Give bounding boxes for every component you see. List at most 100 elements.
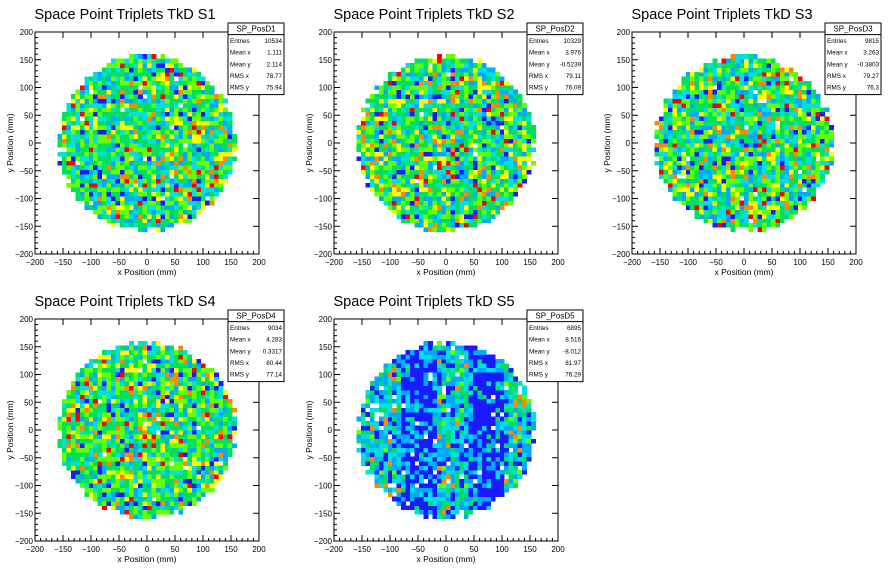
heatmap-cell [155,222,161,228]
heatmap-cell [88,143,94,148]
heatmap-cell [173,367,179,373]
heatmap-cell [196,89,202,95]
heatmap-cell [437,218,442,224]
heatmap-cell [468,85,474,91]
heatmap-cell [178,430,184,435]
heatmap-cell [490,80,496,86]
heatmap-cell [757,200,763,206]
heatmap-cell [694,103,700,108]
heatmap-cell [667,107,673,113]
heatmap-cell [672,147,678,153]
x-tick-label: −200 [26,258,45,267]
heatmap-cell [499,187,505,193]
heatmap-cell [477,89,483,95]
heatmap-cell [151,54,157,59]
heatmap-cell [446,85,451,91]
heatmap-cell [147,469,152,475]
heatmap-cell [667,111,673,117]
heatmap-cell [75,147,81,153]
heatmap-cell [155,129,161,135]
heatmap-cell [717,174,722,179]
heatmap-cell [106,376,112,382]
heatmap-cell [703,89,709,95]
heatmap-cell [793,103,799,108]
heatmap-cell [784,169,790,175]
heatmap-cell [383,116,389,122]
heatmap-cell [463,178,469,184]
heatmap-cell [70,474,76,480]
heatmap-cell [441,187,447,193]
heatmap-cell [690,116,696,122]
heatmap-cell [133,461,139,466]
heatmap-cell [196,200,202,206]
heatmap-cell [490,182,496,188]
heatmap-cell [84,425,90,431]
heatmap-cell [423,182,429,188]
heatmap-cell [699,129,704,135]
heatmap-cell [681,147,687,153]
heatmap-cell [806,98,812,104]
heatmap-cell [414,200,420,206]
heatmap-cell [761,89,767,95]
heatmap-cell [120,483,125,489]
heatmap-cell [88,465,94,471]
heatmap-cell [155,94,161,99]
heatmap-cell [775,67,781,73]
heatmap-cell [102,354,107,360]
heatmap-cell [468,174,474,179]
heatmap-cell [209,174,215,179]
heatmap-cell [667,116,673,122]
heatmap-cell [766,58,772,64]
heatmap-cell [414,120,420,126]
heatmap-cell [708,209,713,215]
heatmap-cell [437,85,442,91]
heatmap-cell [459,182,465,188]
heatmap-cell [129,390,134,395]
heatmap-cell [437,54,442,59]
heatmap-cell [450,89,456,95]
heatmap-cell [730,160,736,166]
heatmap-cell [61,434,67,440]
heatmap-cell [383,156,389,162]
heatmap-cell [504,107,510,113]
heatmap-cell [187,174,193,179]
heatmap-cell [111,456,116,462]
heatmap-cell [209,160,215,166]
heatmap-cell [160,474,166,480]
heatmap-cell [672,94,678,99]
heatmap-cell [61,421,67,426]
heatmap-cell [463,58,469,64]
heatmap-cell [401,214,406,219]
heatmap-cell [120,89,125,95]
heatmap-cell [70,120,76,126]
heatmap-cell [423,134,429,139]
heatmap-cell [160,134,166,139]
heatmap-cell [129,372,134,378]
heatmap-cell [61,138,67,144]
heatmap-cell [160,120,166,126]
heatmap-cell [766,196,772,202]
heatmap-cell [499,129,505,135]
heatmap-cell [499,200,505,206]
heatmap-cell [147,156,152,162]
heatmap-cell [205,116,211,122]
heatmap-cell [173,71,179,77]
heatmap-cell [374,85,380,91]
heatmap-cell [129,107,134,113]
heatmap-cell [481,178,487,184]
heatmap-cell [712,200,718,206]
heatmap-cell [663,107,669,113]
heatmap-cell [739,67,745,73]
heatmap-cell [739,134,745,139]
heatmap-cell [205,125,211,130]
heatmap-cell [178,447,184,453]
heatmap-cell [712,178,718,184]
heatmap-cell [392,178,398,184]
heatmap-cell [191,178,197,184]
heatmap-cell [182,125,188,130]
heatmap-cell [378,94,384,99]
heatmap-cell [396,160,402,166]
heatmap-cell [410,120,415,126]
heatmap-cell [79,430,85,435]
heatmap-cell [84,147,90,153]
